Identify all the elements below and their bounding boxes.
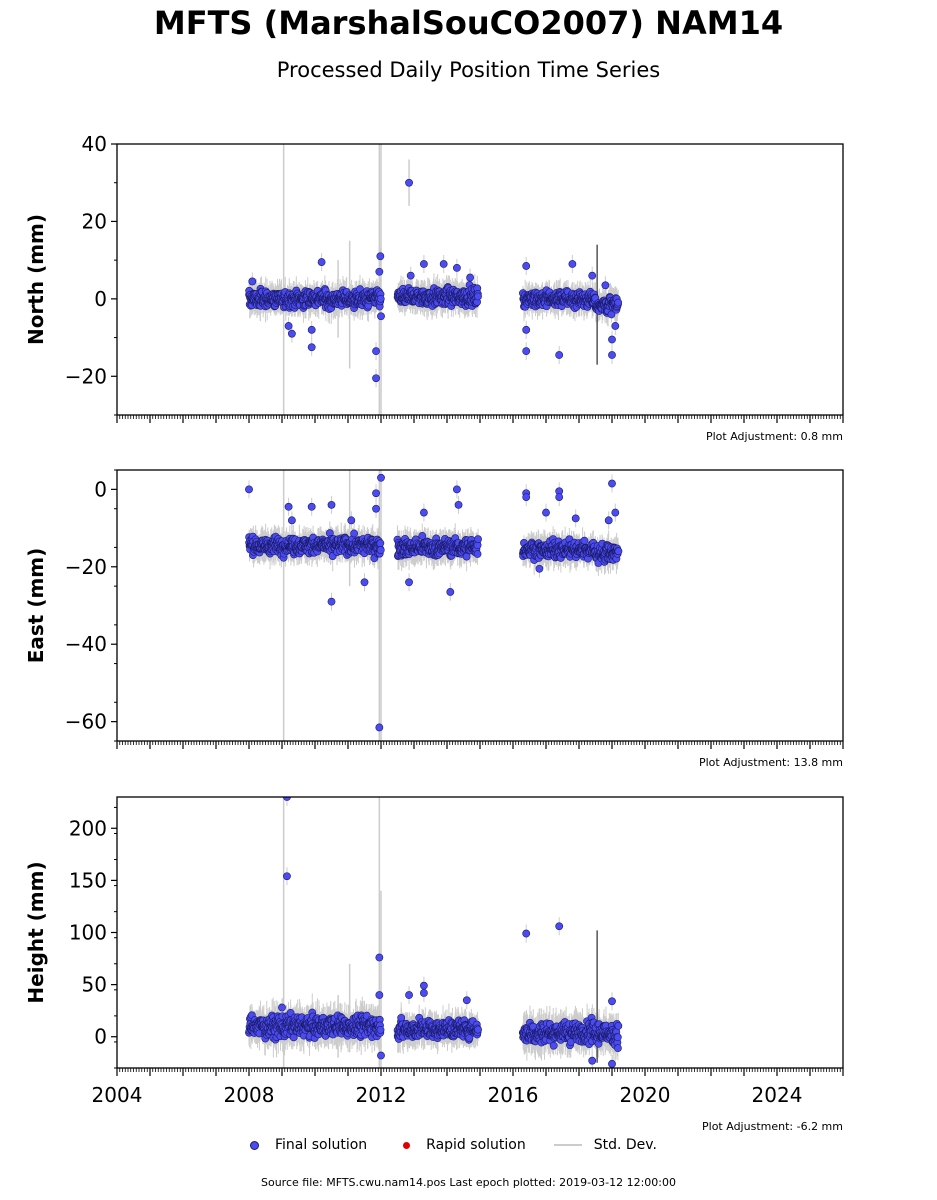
data-point-outlier bbox=[446, 588, 455, 596]
data-point-outlier bbox=[604, 516, 613, 525]
data-point-outlier bbox=[405, 178, 413, 187]
data-point bbox=[473, 550, 482, 558]
y-tick-label: −20 bbox=[65, 364, 107, 388]
data-point bbox=[376, 539, 385, 548]
data-point-outlier bbox=[375, 267, 384, 276]
y-tick-label: 0 bbox=[94, 477, 107, 501]
chart-title: MFTS (MarshalSouCO2007) NAM14 bbox=[153, 4, 784, 42]
data-point bbox=[474, 535, 482, 544]
y-tick-label: 40 bbox=[82, 132, 107, 156]
data-point-outlier bbox=[522, 347, 531, 356]
y-tick-label: 20 bbox=[82, 209, 107, 233]
data-point-outlier bbox=[466, 273, 474, 282]
plot-frame bbox=[116, 143, 844, 416]
data-point-outlier bbox=[376, 252, 385, 261]
y-axis-label: East (mm) bbox=[24, 548, 48, 664]
std-dev-bars bbox=[248, 470, 619, 741]
data-point-outlier bbox=[307, 325, 316, 334]
plot-area bbox=[245, 470, 623, 741]
data-point-outlier bbox=[377, 312, 385, 321]
data-point-outlier bbox=[419, 260, 428, 268]
data-point-outlier bbox=[601, 281, 610, 290]
data-point bbox=[418, 532, 427, 540]
final-solution-points bbox=[245, 178, 623, 383]
data-point-outlier bbox=[555, 351, 564, 359]
data-point-outlier bbox=[542, 508, 550, 517]
y-tick-label: 0 bbox=[94, 287, 107, 311]
data-point-outlier bbox=[608, 479, 616, 488]
data-point-outlier bbox=[372, 347, 380, 356]
data-point bbox=[614, 298, 623, 307]
data-point-outlier bbox=[377, 473, 385, 482]
data-point-outlier bbox=[522, 262, 531, 270]
data-point-outlier bbox=[307, 502, 316, 511]
data-point-outlier bbox=[307, 343, 316, 352]
y-axis-label: North (mm) bbox=[24, 214, 48, 345]
panel-2: −60 −40 −20 0 East (mm) Plot Adjustment: 13.8… bbox=[24, 469, 844, 769]
plot-area bbox=[245, 797, 623, 1068]
data-point bbox=[580, 536, 589, 545]
data-point-outlier bbox=[588, 271, 597, 280]
plot-area bbox=[245, 144, 623, 415]
data-point-outlier bbox=[245, 485, 253, 494]
data-point bbox=[350, 529, 359, 538]
y-tick-label: −40 bbox=[65, 632, 107, 656]
data-point-outlier bbox=[347, 516, 356, 525]
data-point bbox=[376, 294, 385, 303]
data-point-outlier bbox=[406, 271, 415, 280]
data-point-outlier bbox=[608, 351, 616, 359]
std-dev-bars bbox=[248, 144, 619, 415]
data-point bbox=[614, 547, 623, 556]
data-point-outlier bbox=[327, 500, 336, 509]
data-point bbox=[376, 546, 385, 554]
data-point-outlier bbox=[284, 502, 293, 511]
plot-adjustment-label: Plot Adjustment: 13.8 mm bbox=[699, 756, 843, 769]
data-point-outlier bbox=[317, 258, 326, 266]
data-point-outlier bbox=[571, 514, 580, 523]
plot-adjustment-label: Plot Adjustment: 0.8 mm bbox=[706, 430, 843, 443]
data-point-outlier bbox=[608, 335, 616, 344]
data-point-outlier bbox=[405, 578, 413, 587]
data-point bbox=[474, 292, 482, 301]
data-point-outlier bbox=[452, 263, 461, 272]
data-point-outlier bbox=[372, 374, 380, 383]
panel-1: −20 0 20 40 North (mm) Plot Adjustment: 0.8 m… bbox=[24, 132, 844, 443]
plot-frame bbox=[116, 469, 844, 742]
data-point-outlier bbox=[375, 723, 384, 732]
y-tick-label: −60 bbox=[65, 710, 107, 734]
data-point-outlier bbox=[611, 508, 620, 517]
data-point-outlier bbox=[555, 493, 564, 501]
data-point-outlier bbox=[372, 504, 380, 513]
chart-subtitle: Processed Daily Position Time Series bbox=[276, 58, 661, 82]
data-point-outlier bbox=[372, 489, 380, 498]
data-point-outlier bbox=[454, 500, 463, 509]
y-tick-label: −20 bbox=[65, 555, 107, 579]
data-point-outlier bbox=[439, 260, 448, 268]
data-point-outlier bbox=[287, 329, 296, 338]
data-point-outlier bbox=[611, 322, 620, 330]
data-point-outlier bbox=[327, 597, 336, 606]
final-solution-points bbox=[245, 473, 623, 732]
data-point-outlier bbox=[568, 260, 577, 268]
data-point-outlier bbox=[284, 322, 293, 330]
data-point-outlier bbox=[522, 493, 531, 501]
data-point-outlier bbox=[248, 277, 257, 286]
data-point-outlier bbox=[360, 578, 369, 587]
data-point-outlier bbox=[522, 325, 531, 334]
data-point-outlier bbox=[535, 564, 544, 573]
data-point-outlier bbox=[287, 516, 296, 525]
data-point-outlier bbox=[419, 508, 428, 517]
data-point-outlier bbox=[452, 485, 461, 494]
